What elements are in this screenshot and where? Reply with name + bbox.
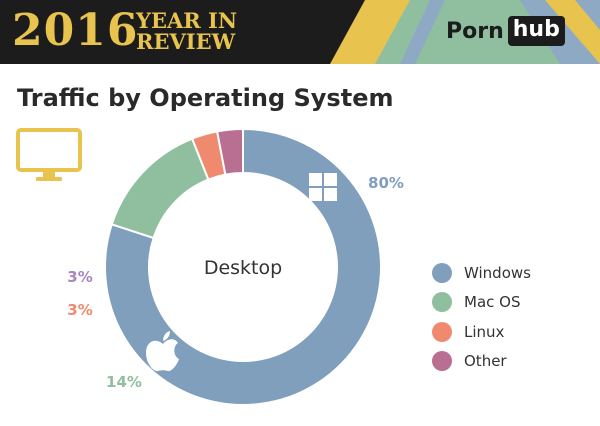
brand-text-2: hub	[507, 16, 565, 46]
year-text: 2016	[12, 5, 139, 56]
value-label-linux: 3%	[67, 301, 92, 319]
legend-label: Other	[464, 352, 507, 371]
legend-label: Mac OS	[464, 293, 521, 312]
value-label-mac-os: 14%	[106, 373, 142, 391]
chart-legend: Windows Mac OS Linux Other	[432, 258, 531, 376]
brand-text-1: Porn	[446, 18, 504, 44]
legend-item-windows: Windows	[432, 258, 531, 288]
year-in-label: YEAR IN	[136, 8, 238, 33]
value-label-windows: 80%	[368, 174, 404, 192]
page-title: Traffic by Operating System	[17, 84, 394, 112]
chart-center-label: Desktop	[204, 257, 282, 279]
legend-item-mac-os: Mac OS	[432, 288, 531, 318]
legend-item-linux: Linux	[432, 317, 531, 347]
review-label: REVIEW	[136, 29, 236, 54]
legend-swatch	[432, 321, 452, 342]
legend-label: Windows	[464, 263, 531, 282]
desktop-monitor-icon	[16, 128, 82, 181]
brand-logo: Porn hub	[446, 14, 565, 48]
header-banner: 2016 YEAR IN REVIEW Porn hub	[0, 0, 600, 64]
value-label-other: 3%	[67, 268, 92, 286]
legend-label: Linux	[464, 322, 505, 341]
apple-logo-icon	[146, 331, 179, 372]
windows-logo-icon	[309, 173, 337, 201]
slice-other	[215, 127, 244, 176]
legend-swatch	[432, 262, 452, 283]
legend-item-other: Other	[432, 347, 531, 377]
legend-swatch	[432, 292, 452, 313]
legend-swatch	[432, 351, 452, 372]
year-in-review-text: YEAR IN REVIEW	[136, 10, 237, 52]
slice-mac-os	[110, 137, 210, 240]
